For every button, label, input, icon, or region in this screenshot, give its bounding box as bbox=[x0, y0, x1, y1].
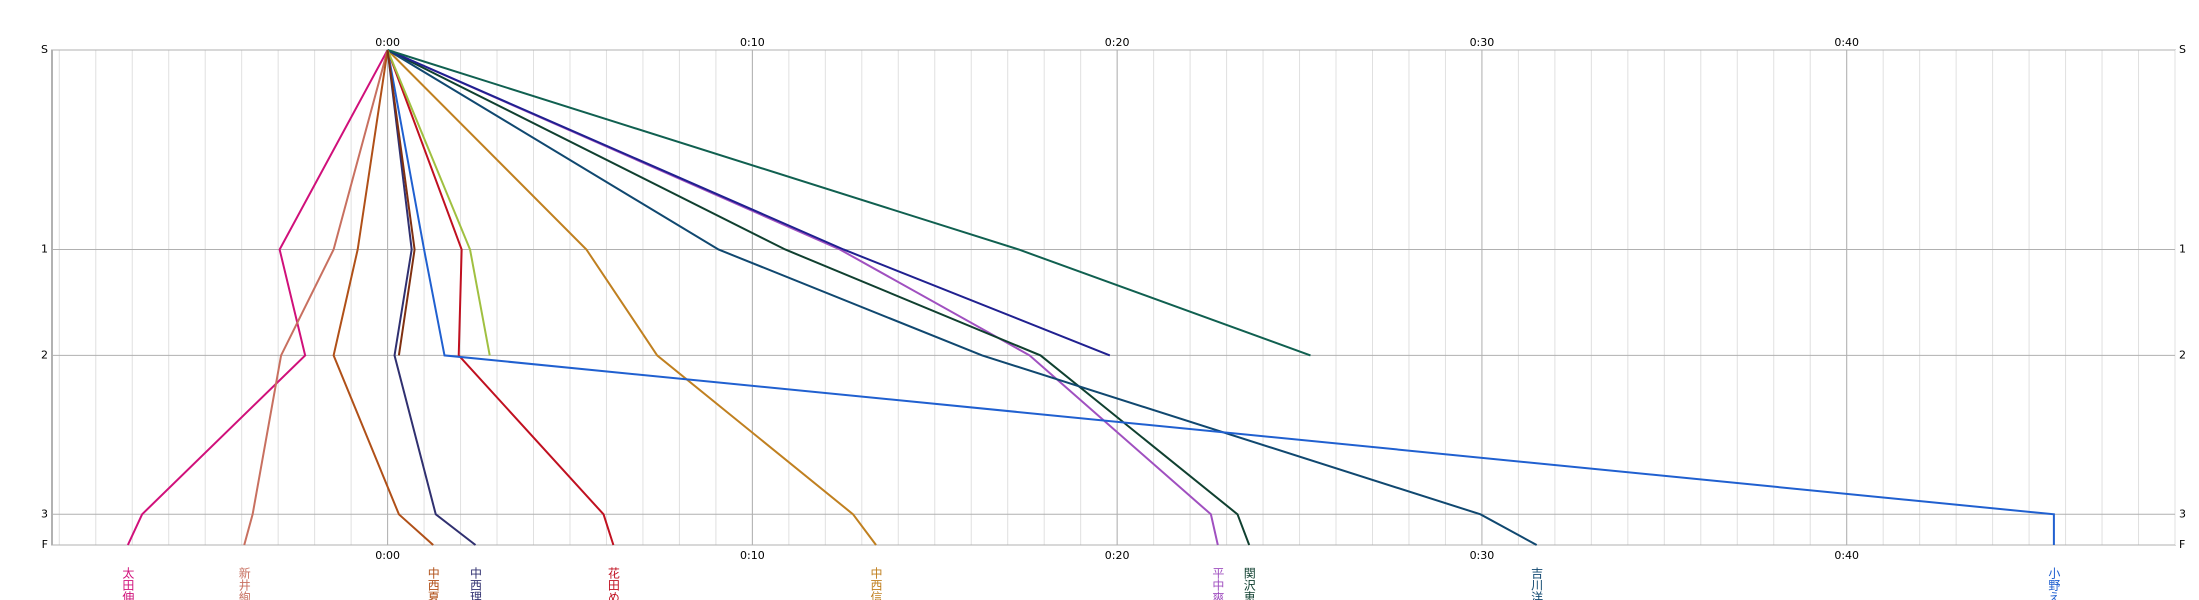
runner-line bbox=[387, 49, 1251, 546]
runner-line bbox=[386, 49, 416, 356]
runner-name: 小野え bbox=[2047, 567, 2061, 600]
runner-name: 太田伸 bbox=[121, 566, 135, 600]
x-tick-label: 0:40 bbox=[1834, 36, 1859, 49]
runner-name: 平中爽 bbox=[1211, 567, 1225, 600]
runner-name: 中西信 bbox=[869, 566, 883, 600]
y-tick-label: S bbox=[2179, 43, 2186, 56]
x-tick-label: 0:30 bbox=[1470, 549, 1495, 562]
runner-line bbox=[387, 49, 1538, 546]
x-tick-label: 0:10 bbox=[740, 549, 765, 562]
x-tick-label: 0:00 bbox=[375, 36, 400, 49]
y-tick-label: 2 bbox=[41, 348, 48, 361]
runner-line bbox=[387, 49, 1311, 357]
y-tick-label: F bbox=[2179, 538, 2185, 551]
runner-name: 中西夏 bbox=[426, 566, 440, 600]
x-tick-label: 0:00 bbox=[375, 549, 400, 562]
runner-line bbox=[386, 49, 877, 546]
runner-line bbox=[386, 49, 2055, 545]
y-tick-label: 3 bbox=[41, 507, 48, 520]
y-tick-label: F bbox=[42, 538, 48, 551]
runner-name: 中西理 bbox=[469, 566, 483, 600]
x-tick-label: 0:30 bbox=[1470, 36, 1495, 49]
x-tick-label: 0:10 bbox=[740, 36, 765, 49]
runner-name: 関沢恵里 bbox=[1242, 567, 1256, 600]
y-tick-label: 3 bbox=[2179, 507, 2186, 520]
y-tick-label: S bbox=[41, 43, 48, 56]
runner-line bbox=[126, 49, 389, 546]
y-tick-label: 1 bbox=[2179, 242, 2186, 255]
plot-area bbox=[51, 49, 2176, 546]
x-tick-label: 0:20 bbox=[1105, 549, 1130, 562]
x-tick-label: 0:40 bbox=[1834, 549, 1859, 562]
y-tick-label: 1 bbox=[41, 242, 48, 255]
x-tick-label: 0:20 bbox=[1105, 36, 1130, 49]
runner-line bbox=[387, 49, 1111, 357]
runner-line bbox=[386, 49, 491, 356]
runner-name: 花田め bbox=[606, 566, 620, 600]
runner-name: 新井絢 bbox=[237, 566, 251, 600]
runner-line bbox=[386, 49, 615, 546]
runner-line bbox=[386, 49, 477, 546]
y-tick-label: 2 bbox=[2179, 348, 2186, 361]
runner-line bbox=[243, 49, 389, 546]
runner-name: 吉川洋 bbox=[1530, 567, 1544, 600]
runner-line bbox=[332, 49, 434, 546]
